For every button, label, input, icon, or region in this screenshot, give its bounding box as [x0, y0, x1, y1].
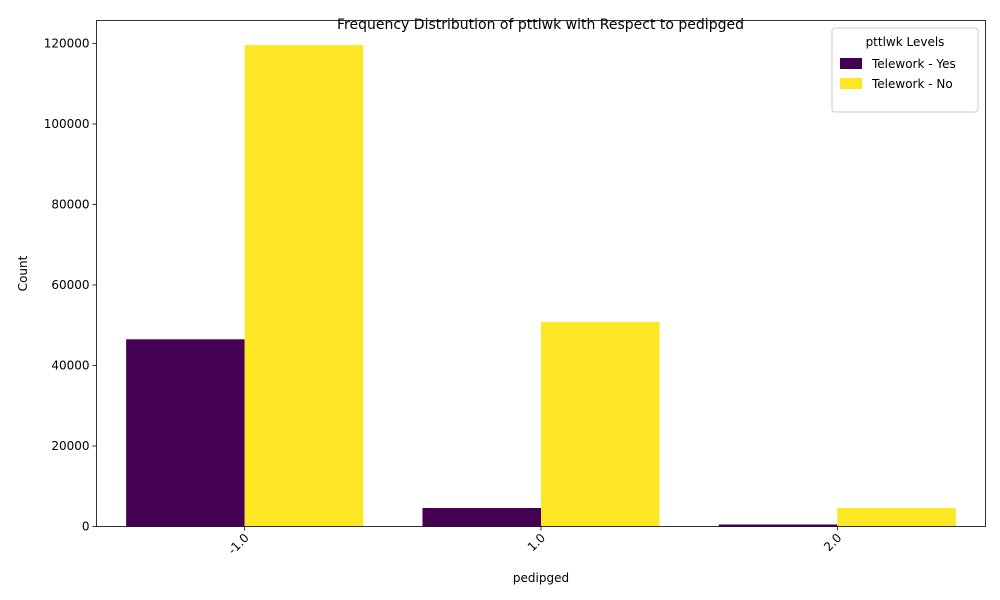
- y-tick-label: 100000: [44, 117, 90, 131]
- y-tick-label: 40000: [51, 358, 89, 372]
- legend: pttlwk Levels Telework - Yes Telework - N…: [831, 27, 979, 113]
- y-tick-label: 0: [82, 520, 90, 534]
- legend-items: Telework - Yes Telework - No: [840, 57, 956, 91]
- legend-swatch-telework-yes: [840, 58, 862, 69]
- y-axis-label: Count: [16, 255, 30, 291]
- y-tick-label: 120000: [44, 36, 90, 50]
- x-axis-label: pedipged: [513, 571, 569, 585]
- legend-label-telework-yes: Telework - Yes: [871, 57, 956, 71]
- legend-swatch-telework-no: [840, 78, 862, 89]
- x-tick-label: 2.0: [821, 531, 844, 554]
- x-axis-ticks: -1.0 1.0 2.0: [225, 526, 844, 557]
- x-tick-label: 1.0: [525, 531, 548, 554]
- bars-group: [126, 45, 956, 527]
- y-tick-label: 60000: [51, 278, 89, 292]
- legend-label-telework-no: Telework - No: [871, 77, 953, 91]
- bar-telework-no-2: [837, 507, 956, 527]
- plot-frame: [96, 20, 986, 527]
- bar-telework-yes-0: [126, 339, 245, 527]
- y-axis-ticks: 0 20000 40000 60000 80000 100000 120000: [44, 36, 97, 534]
- legend-title: pttlwk Levels: [866, 35, 945, 49]
- x-tick-label: -1.0: [225, 531, 251, 557]
- y-tick-label: 20000: [51, 439, 89, 453]
- legend-box: [831, 27, 979, 113]
- bar-telework-no-0: [244, 45, 364, 527]
- y-tick-label: 80000: [51, 197, 89, 211]
- bar-telework-yes-2: [718, 524, 838, 527]
- chart-title: Frequency Distribution of pttlwk with Re…: [337, 17, 744, 33]
- bar-telework-yes-1: [422, 507, 541, 527]
- bar-telework-no-1: [541, 322, 660, 527]
